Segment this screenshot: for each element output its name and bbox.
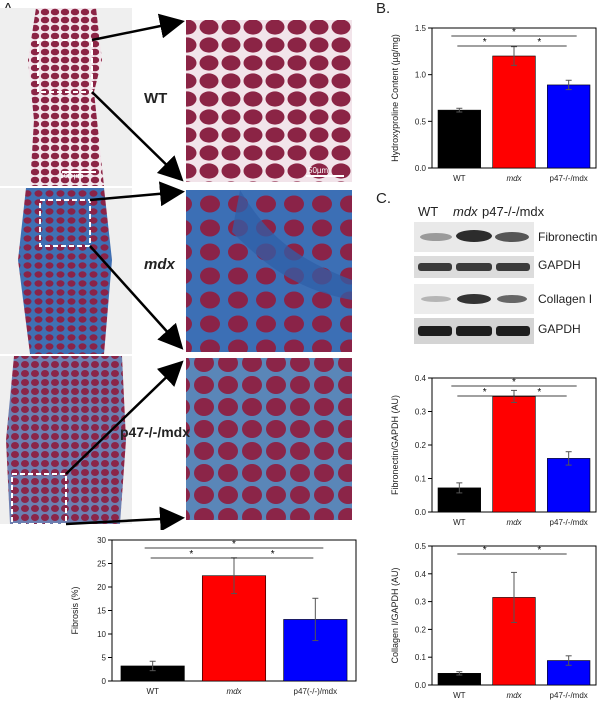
wt-highmag-tissue [186,20,352,182]
group-label-p47: p47-/-/mdx [120,424,191,440]
significance-star: * [483,387,487,398]
y-tick-label: 0 [102,677,107,686]
mdx-lowmag-tissue [18,188,112,354]
wt-zoom-box [37,39,93,93]
x-tick-label: WT [146,687,159,696]
wt-lowmag-tissue [28,8,104,186]
y-tick-label: 0.0 [415,508,427,517]
bar-p47-/-/mdx [547,84,591,169]
x-tick-label: p47-/-/mdx [550,174,588,183]
significance-star: * [512,377,516,388]
chart-fibrosis: 0 5 10 15 20 25 30 Fibrosis (%) WT mdx p47(-/-)/md… [70,536,357,696]
wt-arrow-top [91,13,185,42]
p47-lowmag-tissue [6,356,126,524]
y-tick-label: 0.3 [415,408,427,417]
x-tick-label: mdx [506,691,522,700]
y-axis-label: Fibronectin/GAPDH (AU) [390,395,400,495]
mdx-arrow-bottom [89,245,184,350]
micrograph-panel: 100 µm 50µm [0,8,352,530]
y-tick-label: 0.1 [415,475,427,484]
chart-hydroxyproline: 0.0 0.5 1.0 1.5 Hydroxyproline Content (µg/m… [390,24,597,183]
x-tick-label: WT [453,518,466,527]
mdx-zoom-box [39,199,91,247]
bar-mdx [492,55,536,169]
y-tick-label: 1.5 [415,24,427,33]
y-tick-label: 15 [97,607,106,616]
mdx-arrow-top [89,181,185,207]
x-tick-label: p47-/-/mdx [550,518,588,527]
x-tick-label: mdx [506,174,522,183]
y-tick-label: 0.5 [415,117,427,126]
y-tick-label: 0.4 [415,570,427,579]
blot-lane-p47: p47-/-/mdx [482,204,545,219]
group-label-wt: WT [144,90,168,107]
y-tick-label: 0.2 [415,625,427,634]
y-tick-label: 20 [97,583,106,592]
wt-scale-label-high: 50µm [308,166,329,175]
bar-mdx [492,396,536,513]
blot-band-gapdh-1: GAPDH [538,258,581,272]
significance-star: * [483,37,487,48]
x-tick-label: p47-/-/mdx [550,691,588,700]
x-tick-label: p47(-/-)/mdx [294,687,338,696]
blot-lane-mdx: mdx [453,204,478,219]
y-axis-label: Collagen I/GAPDH (AU) [390,567,400,663]
chart-collagen: 0.0 0.1 0.2 0.3 0.4 0.5 Collagen I/GAPDH (AU) W… [390,542,597,700]
bar-p47-/-/mdx [547,458,591,513]
y-tick-label: 0.1 [415,653,427,662]
x-tick-label: WT [453,691,466,700]
significance-star: * [232,539,236,550]
western-blot [414,222,534,344]
significance-star: * [537,545,541,556]
x-tick-label: mdx [226,687,242,696]
y-tick-label: 0.5 [415,542,427,551]
y-tick-label: 1.0 [415,71,427,80]
y-axis-label: Hydroxyproline Content (µg/mg) [390,34,400,162]
y-tick-label: 0.0 [415,164,427,173]
p47-highmag-tissue [186,358,352,520]
y-tick-label: 25 [97,560,106,569]
x-tick-label: mdx [506,518,522,527]
chart-fibronectin: 0.0 0.1 0.2 0.3 0.4 Fibronectin/GAPDH (AU) WT m… [390,374,597,527]
blot-band-collagen: Collagen I [538,292,593,306]
wt-scale-label-low: 100 µm [60,173,84,180]
panel-c-letter: C. [376,190,391,207]
significance-star: * [537,37,541,48]
y-tick-label: 0.4 [415,374,427,383]
significance-star: * [537,387,541,398]
y-tick-label: 10 [97,630,106,639]
significance-star: * [271,549,275,560]
bar-WT [437,109,481,169]
y-tick-label: 30 [97,536,106,545]
wt-arrow-bottom [91,91,184,182]
blot-band-fibronectin: Fibronectin [538,230,598,244]
y-tick-label: 5 [102,654,107,663]
significance-star: * [483,545,487,556]
x-tick-label: WT [453,174,466,183]
y-tick-label: 0.2 [415,441,427,450]
p47-zoom-box [11,473,67,525]
panel-b-letter: B. [376,0,391,17]
p47-arrow-top [65,360,184,475]
blot-lane-wt: WT [418,204,439,219]
y-tick-label: 0.0 [415,681,427,690]
significance-star: * [189,549,193,560]
y-axis-label: Fibrosis (%) [70,586,80,634]
blot-band-gapdh-2: GAPDH [538,322,581,336]
p47-arrow-bottom [65,506,185,530]
group-label-mdx: mdx [144,256,175,273]
y-tick-label: 0.3 [415,598,427,607]
significance-star: * [512,27,516,38]
